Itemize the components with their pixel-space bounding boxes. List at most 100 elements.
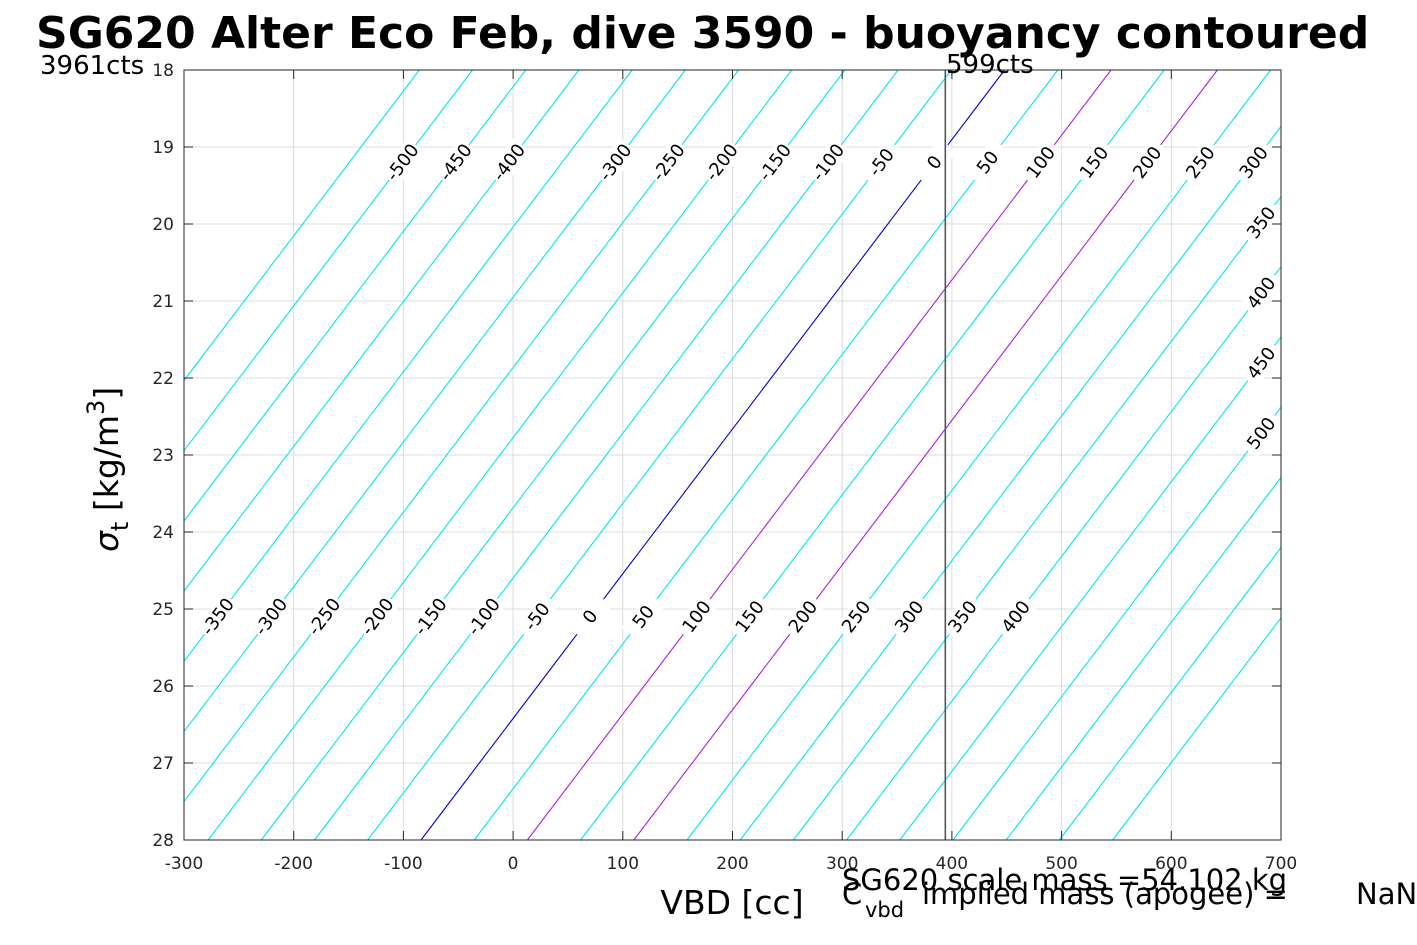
y-tick-label: 24 bbox=[152, 523, 174, 543]
contour-label-gap bbox=[568, 592, 613, 641]
contour-label-gap bbox=[1178, 138, 1223, 187]
y-label-sigma: σ bbox=[87, 530, 126, 552]
contour-label-gap bbox=[1239, 268, 1284, 318]
implied-mass-value: NaN bbox=[1356, 877, 1417, 911]
contour-line bbox=[792, 196, 1282, 841]
cvbd-sub: vbd bbox=[865, 898, 904, 922]
x-tick-label: -300 bbox=[165, 854, 204, 874]
contour-line bbox=[899, 336, 1282, 841]
contour-label-gap bbox=[355, 592, 400, 641]
y-tick-label: 25 bbox=[152, 600, 174, 620]
axes: -300 -200 -100 0 100 200 300 400 500 600 700181920… bbox=[152, 61, 1297, 874]
contour-label-gap bbox=[752, 138, 797, 187]
contour-label-gap bbox=[1018, 138, 1063, 187]
y-tick-label: 18 bbox=[152, 61, 174, 81]
contour-line bbox=[183, 69, 739, 802]
contour-label-gap bbox=[461, 592, 506, 641]
contour-label-gap bbox=[1239, 409, 1284, 458]
min-counts-label: 3961cts bbox=[40, 51, 144, 81]
contour-label-gap bbox=[433, 138, 478, 187]
x-tick-label: 200 bbox=[716, 854, 748, 874]
contour-line bbox=[1005, 477, 1282, 841]
y-tick-label: 28 bbox=[152, 831, 174, 851]
x-tick-label: 700 bbox=[1265, 854, 1297, 874]
contour-line bbox=[526, 69, 1112, 841]
text-layer: SG620 Alter Eco Feb, dive 3590 - buoyanc… bbox=[36, 8, 1417, 922]
contour-label-gap bbox=[1239, 198, 1284, 247]
y-tick-label: 26 bbox=[152, 677, 174, 697]
contour-label-gap bbox=[780, 592, 826, 641]
contour-label-gap bbox=[834, 592, 879, 641]
contour-line bbox=[183, 69, 473, 452]
y-tick-label: 22 bbox=[152, 369, 174, 389]
contour-line bbox=[367, 69, 952, 841]
contour-label-gap bbox=[1231, 138, 1276, 187]
contour-label-gap bbox=[302, 592, 347, 641]
contour-line bbox=[952, 406, 1282, 841]
y-label-sub: t bbox=[106, 522, 134, 531]
contour-line bbox=[1058, 547, 1282, 841]
contour-label: 50 bbox=[621, 592, 666, 641]
cvbd-c: C bbox=[842, 877, 862, 911]
contour-label-gap bbox=[887, 592, 932, 641]
x-tick-label: -200 bbox=[274, 854, 313, 874]
contour-label-gap bbox=[1072, 138, 1117, 187]
contour-label-gap bbox=[940, 592, 985, 641]
contour-label-gap bbox=[486, 138, 531, 187]
contour-label-gap bbox=[993, 592, 1038, 641]
contour-label-gap bbox=[593, 138, 638, 187]
contour-line bbox=[686, 69, 1272, 841]
contour-label-gap bbox=[621, 592, 666, 641]
max-counts-label: 599cts bbox=[946, 50, 1034, 80]
contour-label-gap bbox=[195, 592, 240, 641]
x-tick-label: 600 bbox=[1155, 854, 1187, 874]
x-tick-label: 500 bbox=[1045, 854, 1077, 874]
contour-label-gap bbox=[727, 592, 772, 641]
contour-label-gap bbox=[514, 592, 560, 641]
scale-mass-annotation: SG620 scale mass =54.102 kg bbox=[842, 863, 1287, 897]
contour-label-gap bbox=[806, 138, 851, 187]
x-axis-label: VBD [cc] bbox=[660, 883, 803, 922]
contour-line bbox=[260, 69, 846, 841]
contour-label-gap bbox=[408, 592, 453, 641]
contour-label-gap bbox=[859, 138, 904, 187]
x-tick-label: 100 bbox=[607, 854, 639, 874]
contour-label-gap bbox=[646, 138, 691, 187]
contour-label-gap bbox=[380, 138, 425, 187]
contour-line bbox=[183, 69, 420, 381]
contour-line bbox=[207, 69, 793, 841]
contour-line bbox=[420, 69, 1006, 841]
y-label-close: ] bbox=[87, 387, 126, 400]
contour-label-gap bbox=[674, 592, 719, 641]
contour-line bbox=[633, 69, 1218, 841]
contour-label-gap bbox=[1239, 338, 1284, 388]
chart-title: SG620 Alter Eco Feb, dive 3590 - buoyanc… bbox=[36, 8, 1369, 59]
y-tick-label: 27 bbox=[152, 754, 174, 774]
contour-line bbox=[580, 69, 1165, 841]
contour-label-gap bbox=[965, 138, 1010, 187]
implied-mass-annotation: implied mass (apogee) = bbox=[922, 877, 1288, 911]
contour-line bbox=[473, 69, 1059, 841]
y-axis-label: σt [kg/m3] bbox=[82, 387, 134, 552]
y-tick-label: 23 bbox=[152, 446, 174, 466]
contour-label-gap bbox=[699, 138, 744, 187]
svg-text:σt [kg/m3]: σt [kg/m3] bbox=[82, 387, 134, 552]
x-tick-label: -100 bbox=[384, 854, 423, 874]
y-label-sup: 3 bbox=[82, 400, 110, 415]
contour-label: 0 bbox=[568, 592, 613, 641]
y-tick-label: 20 bbox=[152, 215, 174, 235]
contour-label-gap bbox=[248, 592, 294, 641]
grid bbox=[183, 69, 1282, 841]
contour-line bbox=[739, 126, 1282, 841]
contour-line bbox=[846, 266, 1282, 841]
y-tick-label: 19 bbox=[152, 138, 174, 158]
contour-line bbox=[314, 69, 899, 841]
y-tick-label: 21 bbox=[152, 292, 174, 312]
x-tick-label: 0 bbox=[508, 854, 519, 874]
y-label-units: [kg/m bbox=[87, 415, 126, 511]
x-tick-label: 400 bbox=[936, 854, 968, 874]
x-tick-label: 300 bbox=[826, 854, 858, 874]
contour-line bbox=[183, 69, 633, 662]
contour-line bbox=[1112, 617, 1282, 841]
